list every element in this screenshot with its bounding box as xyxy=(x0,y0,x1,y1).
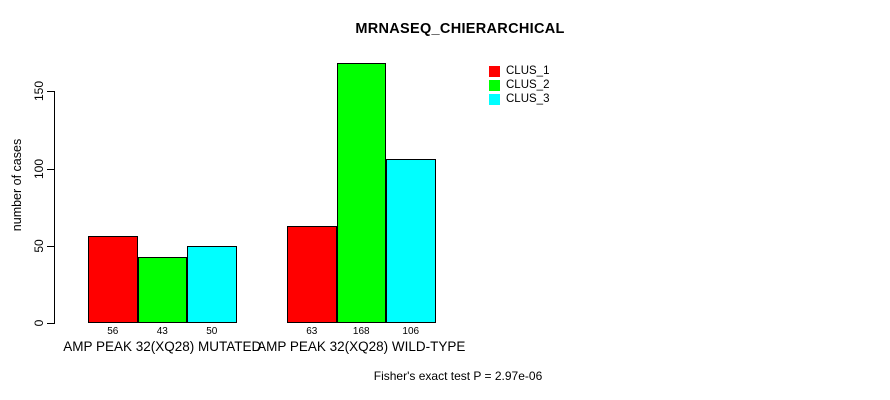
footnote: Fisher's exact test P = 2.97e-06 xyxy=(373,369,543,383)
bar-clus_3-group1 xyxy=(187,245,237,323)
y-axis-tick xyxy=(47,245,54,247)
legend-label-clus-1: CLUS_1 xyxy=(506,65,550,77)
bar-clus_1-group1 xyxy=(88,236,138,323)
bar-clus_2-group2 xyxy=(336,63,386,323)
bar-value-label: 50 xyxy=(206,326,218,337)
category-label: AMP PEAK 32(XQ28) WILD-TYPE xyxy=(257,339,466,354)
bar-value-label: 106 xyxy=(402,326,420,337)
bar-value-label: 43 xyxy=(156,326,168,337)
bar-clus_3-group2 xyxy=(386,159,436,323)
bar-value-label: 63 xyxy=(306,326,318,337)
chart-title: MRNASEQ_CHIERARCHICAL xyxy=(355,21,565,37)
bar-clus_2-group1 xyxy=(137,256,187,323)
category-label: AMP PEAK 32(XQ28) MUTATED xyxy=(63,339,262,354)
legend-item-clus-2: CLUS_2 xyxy=(489,78,549,92)
bar-value-label: 56 xyxy=(107,326,119,337)
legend-swatch-clus-3-icon xyxy=(489,93,500,105)
bar-clus_1-group2 xyxy=(287,225,337,323)
legend-swatch-clus-2-icon xyxy=(489,79,500,91)
legend-swatch-clus-1-icon xyxy=(489,65,500,77)
legend-item-clus-3: CLUS_3 xyxy=(489,92,549,106)
y-axis-tick xyxy=(47,323,54,324)
legend-label-clus-2: CLUS_2 xyxy=(506,79,550,91)
legend: CLUS_1 CLUS_2 CLUS_3 xyxy=(489,64,549,106)
y-axis-label: number of cases xyxy=(10,138,24,232)
y-axis-tick-label: 50 xyxy=(32,239,46,253)
y-axis-tick-label: 150 xyxy=(32,81,46,102)
bar-value-label: 168 xyxy=(352,326,370,337)
y-axis-tick xyxy=(47,91,54,93)
y-axis-line xyxy=(54,91,55,324)
legend-label-clus-3: CLUS_3 xyxy=(506,93,550,105)
y-axis-tick-label: 0 xyxy=(32,319,46,327)
y-axis-tick xyxy=(47,168,54,170)
y-axis-tick-label: 100 xyxy=(32,158,46,179)
legend-item-clus-1: CLUS_1 xyxy=(489,64,549,78)
